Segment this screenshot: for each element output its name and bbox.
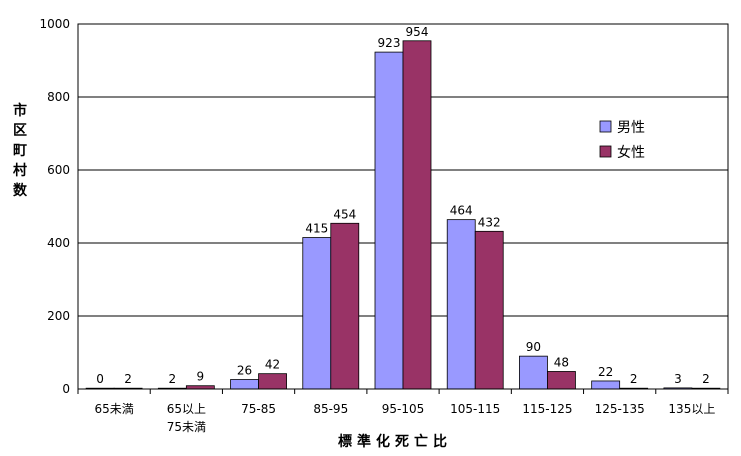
bar-male (591, 380, 621, 390)
x-tick-label: 105-115 (450, 402, 500, 416)
x-tick-label: 65以上 (167, 402, 206, 416)
data-label: 42 (265, 358, 280, 372)
legend-label: 女性 (617, 144, 645, 161)
y-tick-label: 800 (47, 90, 70, 104)
bars (85, 40, 721, 390)
data-label: 923 (378, 36, 401, 50)
y-tick-label: 200 (47, 309, 70, 323)
data-label: 0 (96, 372, 104, 386)
data-label: 954 (406, 25, 429, 39)
data-label: 90 (526, 340, 541, 354)
x-tick-label: 75未満 (167, 420, 206, 434)
y-tick-label: 0 (62, 382, 70, 396)
data-label: 415 (305, 222, 328, 236)
y-tick-labels: 0 200 400 600 800 1000 (39, 17, 70, 396)
y-axis-title-char: 市 (13, 102, 27, 119)
y-axis-title-char: 数 (13, 182, 28, 199)
x-tick-label: 85-95 (313, 402, 348, 416)
x-tick-label: 135以上 (668, 402, 715, 416)
bar-female (402, 40, 432, 390)
data-label: 464 (450, 204, 473, 218)
x-axis-title: 標準化死亡比 (338, 433, 452, 450)
y-tick-label: 400 (47, 236, 70, 250)
bar-male (446, 219, 476, 390)
bar-male (230, 379, 259, 390)
data-label: 2 (630, 372, 638, 386)
y-tick-label: 1000 (39, 17, 70, 31)
x-tick-label: 75-85 (241, 402, 276, 416)
y-axis-title-char: 区 (13, 123, 27, 139)
x-tick-label: 125-135 (595, 402, 645, 416)
plot-frame (77, 23, 729, 390)
data-label: 9 (197, 370, 205, 384)
y-tick-label: 600 (47, 163, 70, 177)
legend-label: 男性 (617, 120, 645, 136)
axes (77, 23, 729, 394)
data-label: 22 (598, 365, 613, 379)
data-label: 454 (333, 207, 356, 221)
bar-male (302, 237, 332, 390)
bar-female (330, 222, 360, 390)
y-axis-title-char: 町 (13, 143, 27, 159)
y-axis-title-char: 村 (13, 162, 27, 179)
data-label: 2 (702, 372, 710, 386)
x-tick-label: 65未満 (94, 402, 133, 416)
x-tick-label: 115-125 (522, 402, 572, 416)
x-tick-label: 95-105 (382, 402, 425, 416)
bar-male (519, 355, 548, 390)
bar-male (374, 51, 404, 390)
data-label: 2 (169, 372, 177, 386)
bar-female (474, 230, 504, 390)
bar-female (258, 373, 287, 390)
data-label: 2 (124, 372, 132, 386)
x-tick-labels: 65未満 65以上 75未満 75-85 85-95 95-105 105-115 115-1… (94, 402, 715, 434)
data-label: 3 (674, 372, 682, 386)
bar-female (547, 371, 576, 390)
data-label: 48 (554, 355, 569, 369)
data-label: 432 (478, 215, 501, 229)
data-label: 26 (237, 364, 252, 378)
legend-swatch (599, 120, 612, 133)
legend-swatch (599, 145, 612, 158)
